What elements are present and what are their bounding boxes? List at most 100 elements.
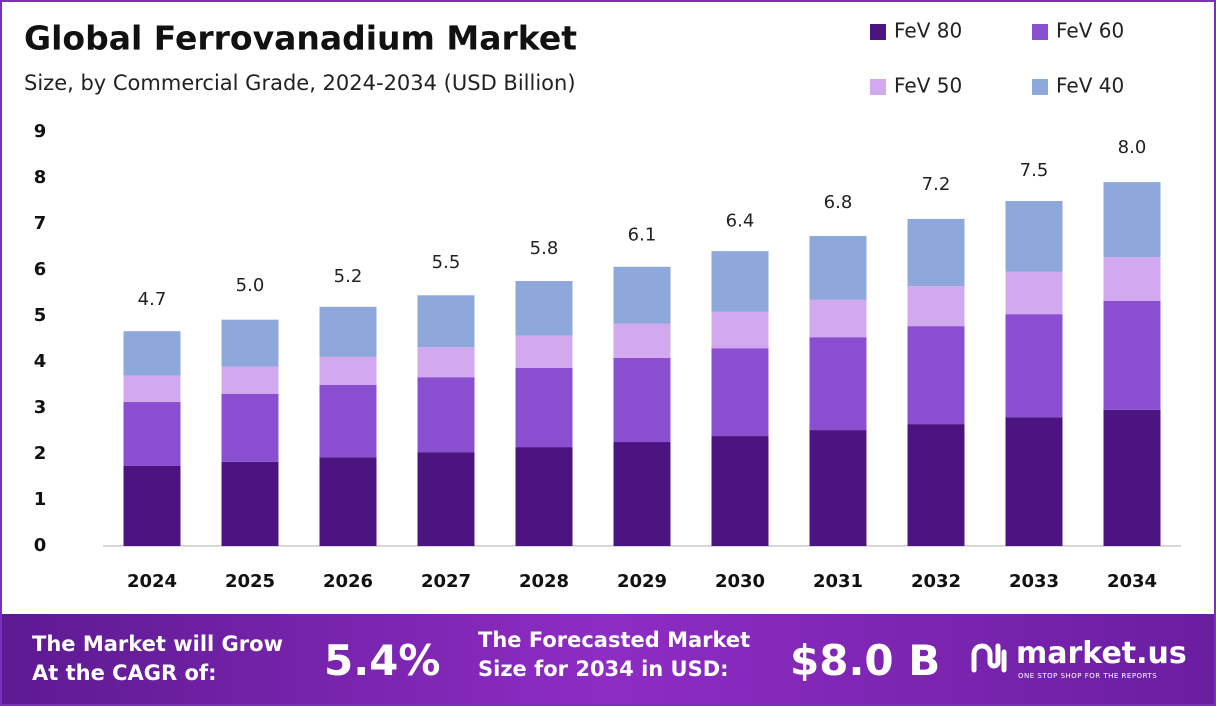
total-label: 5.8 <box>530 238 559 259</box>
x-tick-label: 2034 <box>1107 571 1157 592</box>
bar-segment <box>123 375 181 403</box>
bar-segment <box>907 424 965 546</box>
bar-segment <box>1005 417 1063 546</box>
total-label: 7.5 <box>1020 160 1049 181</box>
total-label: 6.4 <box>726 211 755 232</box>
x-tick-label: 2030 <box>715 571 765 592</box>
bar-segment <box>221 393 279 462</box>
bar-segment <box>613 266 671 324</box>
bar-segment <box>907 286 965 327</box>
y-tick-label: 1 <box>34 489 47 510</box>
cagr-line: The Market will Grow <box>32 632 283 656</box>
cagr-line: At the CAGR of: <box>32 661 217 685</box>
y-tick-label: 8 <box>34 167 47 188</box>
bar-segment <box>1103 300 1161 410</box>
x-tick-label: 2026 <box>323 571 373 592</box>
logo-icon <box>971 643 1007 673</box>
y-tick-label: 6 <box>34 259 47 280</box>
forecast-value: $8.0 B <box>790 636 941 685</box>
legend-label: FeV 60 <box>1056 19 1124 43</box>
forecast-line: The Forecasted Market <box>478 628 751 652</box>
total-label: 4.7 <box>138 289 167 310</box>
bar-segment <box>123 465 181 546</box>
cagr-value: 5.4% <box>324 636 441 685</box>
total-label: 6.1 <box>628 224 657 245</box>
legend-label: FeV 40 <box>1056 74 1124 98</box>
bar-segment <box>1005 314 1063 418</box>
chart: Global Ferrovanadium Market Size, by Com… <box>24 19 1181 592</box>
bar-segment <box>711 251 769 312</box>
bar-segment <box>809 299 867 338</box>
bar-segment <box>221 461 279 546</box>
total-label: 5.5 <box>432 252 461 273</box>
total-label: 5.0 <box>236 275 265 296</box>
bar-segment <box>417 452 475 546</box>
total-label: 8.0 <box>1118 137 1147 158</box>
y-tick-label: 0 <box>34 535 47 556</box>
bar-segment <box>319 306 377 357</box>
bar-segment <box>613 323 671 358</box>
bar-segment <box>613 442 671 546</box>
y-tick-label: 9 <box>34 121 47 142</box>
chart-title: Global Ferrovanadium Market <box>24 19 577 58</box>
bar-segment <box>1103 257 1161 301</box>
bar-segment <box>1103 182 1161 258</box>
x-tick-label: 2027 <box>421 571 471 592</box>
bar-segment <box>1005 271 1063 315</box>
bar-segment <box>515 367 573 448</box>
total-label: 6.8 <box>824 192 853 213</box>
bar-segment <box>319 356 377 385</box>
bar-segment <box>123 331 181 376</box>
bar-segment <box>809 430 867 546</box>
logo-tagline: ONE STOP SHOP FOR THE REPORTS <box>1018 672 1158 680</box>
y-tick-label: 3 <box>34 397 47 418</box>
bar-segment <box>417 347 475 378</box>
bar-segment <box>417 295 475 348</box>
y-tick-label: 2 <box>34 443 47 464</box>
total-label: 7.2 <box>922 174 951 195</box>
legend-label: FeV 50 <box>894 74 962 98</box>
legend-swatch <box>1032 79 1048 95</box>
legend-swatch <box>870 24 886 40</box>
forecast-text: The Forecasted Market Size for 2034 in U… <box>478 626 750 684</box>
bar-segment <box>907 218 965 287</box>
legend-label: FeV 80 <box>894 19 962 43</box>
bar-segment <box>809 235 867 300</box>
bar-segment <box>515 281 573 336</box>
bar-segment <box>417 377 475 453</box>
x-tick-label: 2032 <box>911 571 961 592</box>
footer: The Market will Grow At the CAGR of: 5.4… <box>2 614 1214 704</box>
bar-segment <box>613 357 671 443</box>
bar-segment <box>515 447 573 546</box>
y-tick-label: 5 <box>34 305 47 326</box>
x-tick-label: 2033 <box>1009 571 1059 592</box>
x-tick-label: 2029 <box>617 571 667 592</box>
bar-segment <box>221 319 279 367</box>
bar-segment <box>809 337 867 431</box>
bar-segment <box>711 311 769 349</box>
bar-segment <box>711 348 769 437</box>
y-tick-label: 4 <box>34 351 47 372</box>
bar-segment <box>907 326 965 425</box>
total-label: 5.2 <box>334 266 363 287</box>
bar-segment <box>319 457 377 546</box>
x-tick-label: 2031 <box>813 571 863 592</box>
x-tick-label: 2025 <box>225 571 275 592</box>
bar-segment <box>1005 201 1063 272</box>
bar-segment <box>221 366 279 394</box>
bar-segment <box>711 436 769 546</box>
bar-segment <box>1103 409 1161 546</box>
logo-text: market.us <box>1016 636 1187 671</box>
legend-swatch <box>1032 24 1048 40</box>
x-tick-label: 2024 <box>127 571 177 592</box>
x-tick-label: 2028 <box>519 571 569 592</box>
legend-swatch <box>870 79 886 95</box>
bar-segment <box>123 402 181 466</box>
forecast-line: Size for 2034 in USD: <box>478 657 729 681</box>
bar-segment <box>319 385 377 458</box>
bar-segment <box>515 335 573 368</box>
y-tick-label: 7 <box>34 213 47 234</box>
chart-subtitle: Size, by Commercial Grade, 2024-2034 (US… <box>24 71 576 95</box>
cagr-text: The Market will Grow At the CAGR of: <box>32 630 283 688</box>
